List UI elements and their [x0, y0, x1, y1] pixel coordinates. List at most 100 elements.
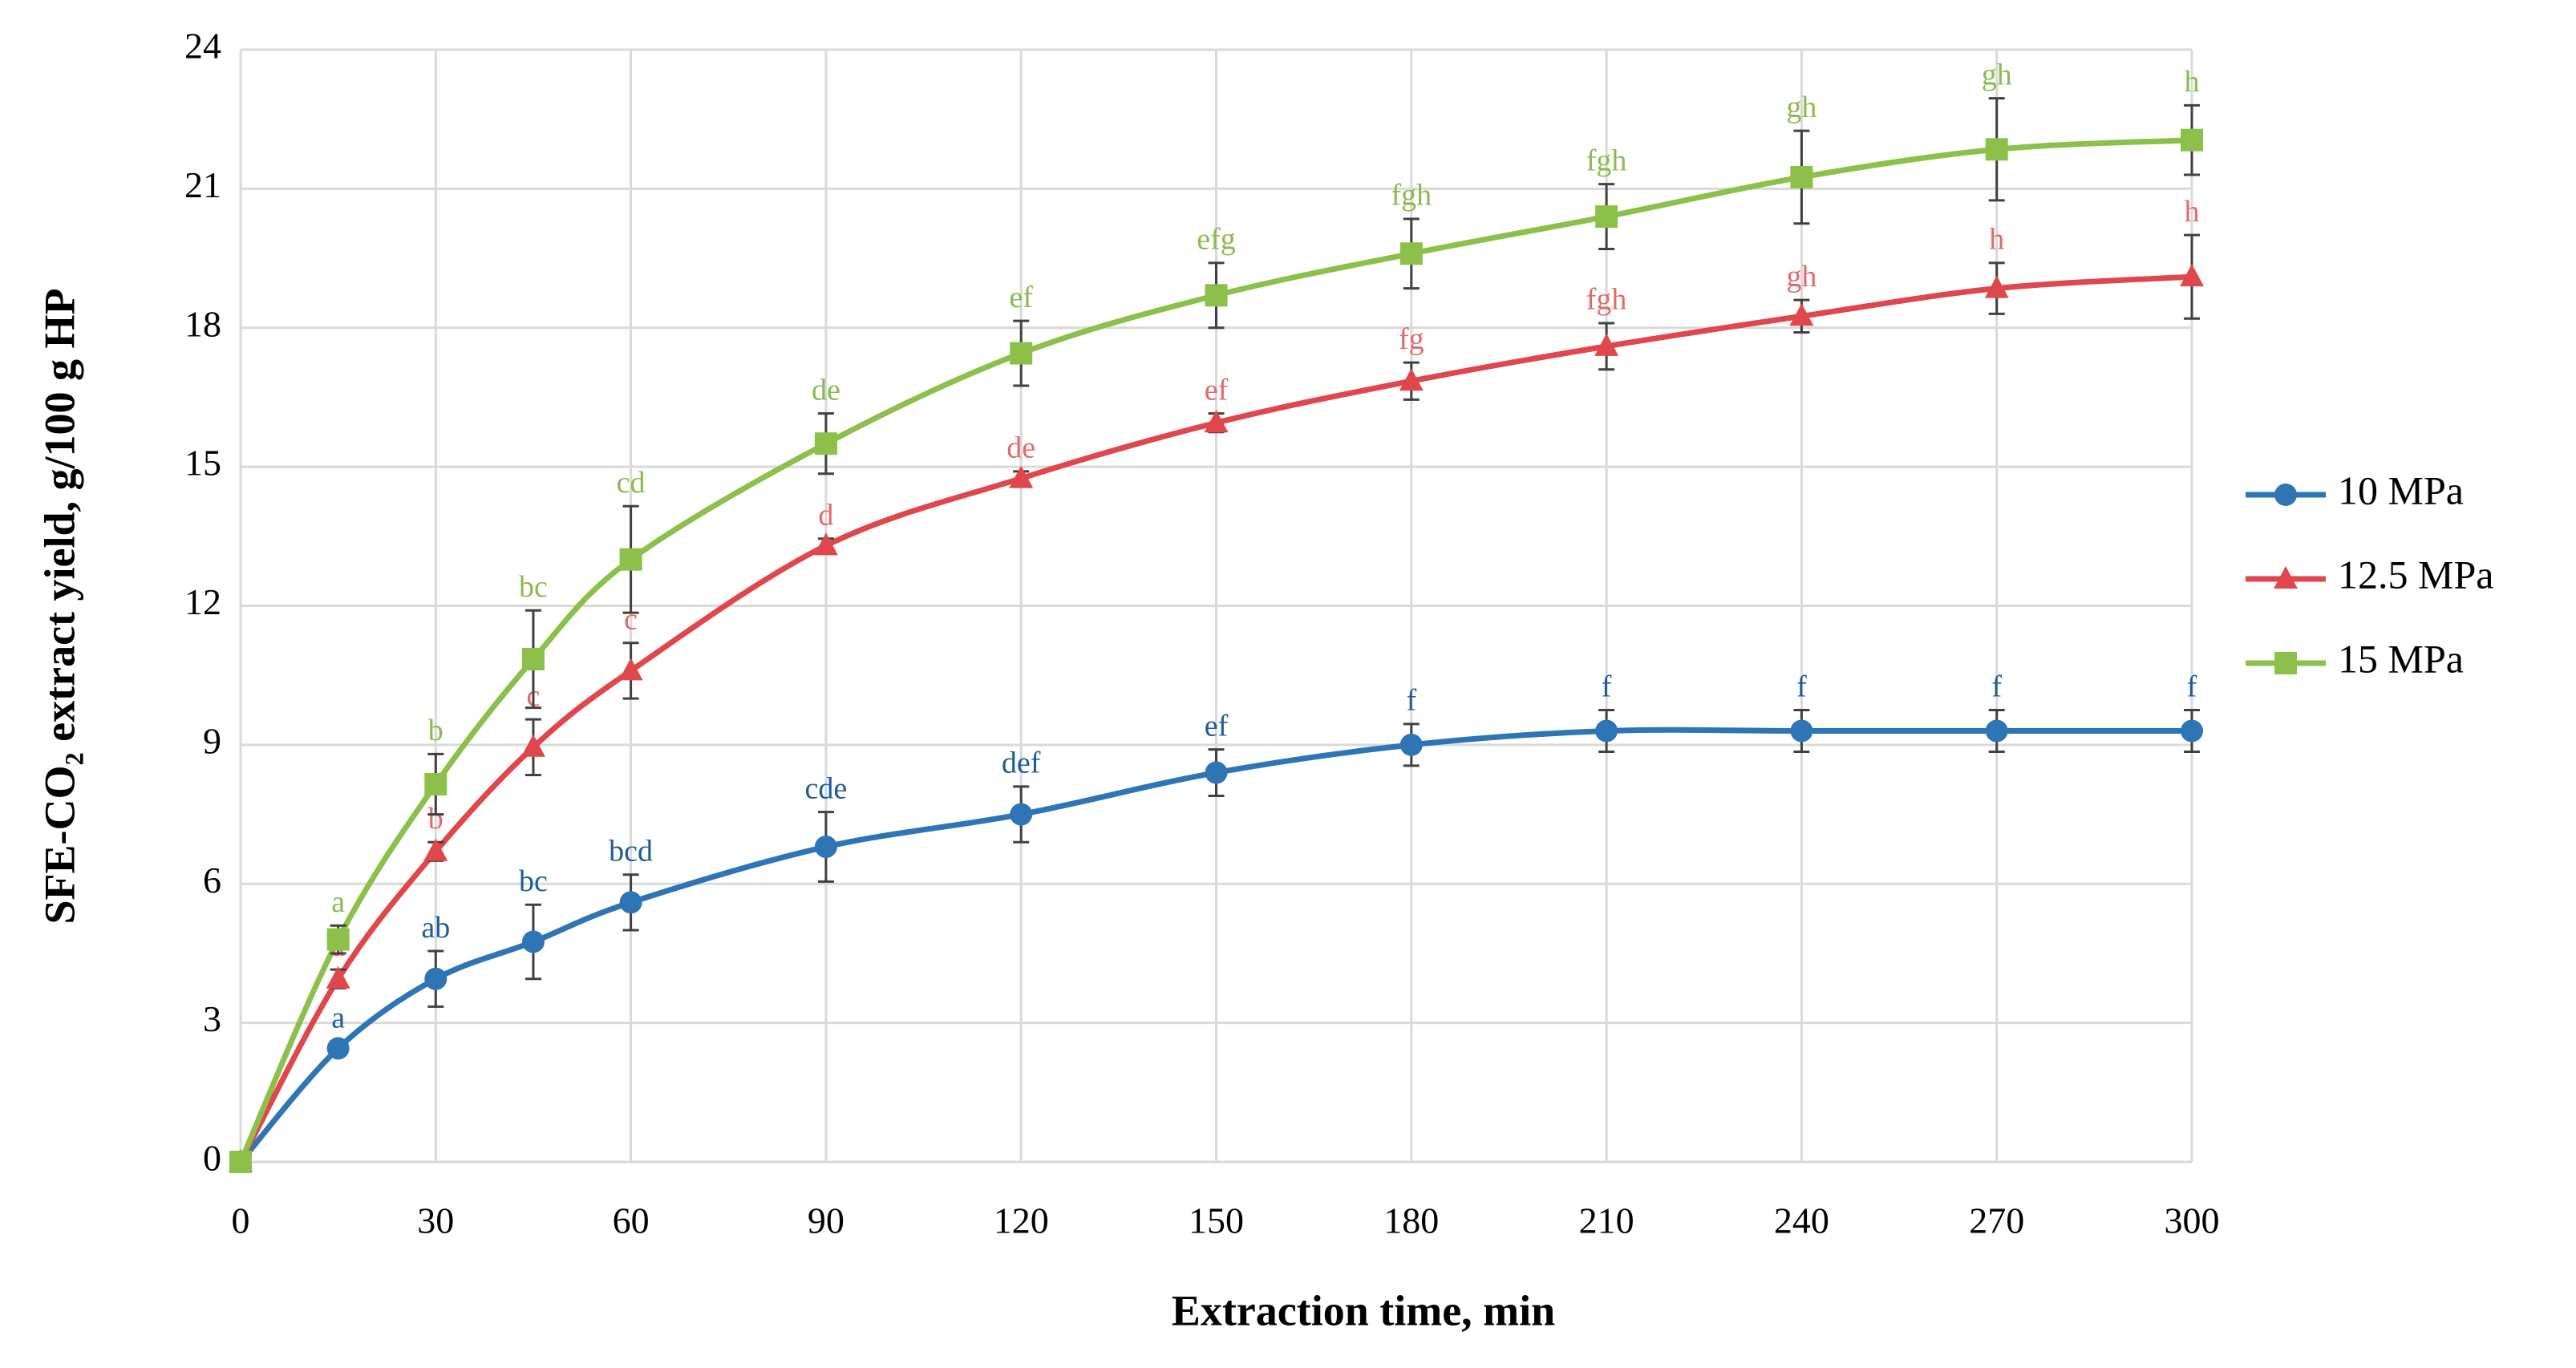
x-tick-label: 30 — [417, 1200, 454, 1241]
y-tick-label: 6 — [203, 860, 221, 901]
marker — [2181, 128, 2203, 152]
value-label: de — [1007, 431, 1035, 465]
marker — [521, 930, 545, 953]
marker — [1399, 733, 1423, 756]
value-label: h — [2185, 195, 2200, 229]
value-label: fg — [1399, 322, 1424, 356]
marker — [1205, 761, 1228, 784]
marker — [1205, 284, 1228, 307]
x-axis-label: Extraction time, min — [1172, 1286, 1555, 1334]
value-label: bc — [519, 570, 548, 604]
value-label: bc — [519, 864, 548, 898]
x-tick-label: 240 — [1774, 1200, 1829, 1241]
marker — [1399, 242, 1423, 265]
marker — [619, 891, 642, 914]
y-axis-label: SFE-CO₂ extract yield, g/100 g HP — [35, 288, 83, 924]
marker — [326, 928, 350, 951]
y-tick-label: 3 — [203, 998, 221, 1039]
marker — [1399, 368, 1424, 391]
legend-label: 10 MPa — [2338, 467, 2464, 512]
value-label: d — [818, 498, 833, 532]
marker — [1985, 138, 2008, 161]
y-tick-label: 15 — [184, 443, 221, 484]
x-tick-label: 60 — [613, 1200, 650, 1241]
marker — [1985, 719, 2008, 743]
value-label: a — [331, 885, 345, 919]
value-label: f — [2187, 670, 2197, 703]
y-tick-label: 12 — [184, 581, 221, 622]
marker — [520, 734, 545, 757]
legend-label: 15 MPa — [2338, 636, 2464, 681]
value-label: def — [1002, 747, 1041, 780]
y-tick-label: 21 — [184, 164, 221, 205]
value-label: gh — [1982, 58, 2012, 91]
marker — [814, 432, 837, 455]
value-label: ab — [421, 911, 450, 945]
marker — [326, 965, 350, 989]
marker — [619, 548, 642, 571]
value-label: fgh — [1391, 179, 1432, 212]
marker — [813, 532, 838, 556]
x-tick-label: 180 — [1383, 1200, 1439, 1241]
value-label: efg — [1197, 223, 1236, 257]
legend-label: 12.5 MPa — [2338, 552, 2493, 597]
y-tick-label: 9 — [203, 720, 221, 761]
marker — [1010, 342, 1033, 365]
value-label: de — [812, 373, 840, 407]
value-label: h — [2185, 65, 2200, 99]
marker — [1789, 303, 1814, 326]
marker — [424, 967, 448, 990]
x-tick-label: 90 — [808, 1200, 844, 1241]
marker — [1009, 465, 1034, 488]
marker — [1204, 410, 1229, 433]
marker — [2274, 652, 2297, 674]
marker — [1594, 333, 1619, 356]
marker — [423, 838, 448, 861]
series-line — [238, 726, 2192, 1164]
x-tick-label: 210 — [1579, 1200, 1634, 1241]
value-label: ef — [1205, 373, 1229, 407]
marker — [229, 1151, 252, 1173]
marker — [521, 647, 545, 670]
marker — [1595, 205, 1618, 229]
y-tick-label: 0 — [203, 1138, 221, 1179]
marker — [326, 1037, 350, 1060]
x-tick-label: 150 — [1189, 1200, 1244, 1241]
marker — [2181, 719, 2203, 743]
x-tick-label: 0 — [232, 1200, 250, 1241]
value-label: f — [1406, 684, 1416, 718]
marker — [1790, 165, 1813, 188]
y-tick-label: 24 — [184, 26, 221, 67]
value-label: gh — [1786, 260, 1817, 293]
value-label: h — [1989, 223, 2004, 257]
marker — [814, 836, 837, 859]
value-label: b — [428, 714, 444, 747]
value-label: fgh — [1586, 144, 1627, 177]
value-label: f — [1796, 670, 1807, 703]
value-label: c — [624, 602, 638, 636]
value-label: cd — [617, 466, 646, 500]
marker — [1790, 719, 1813, 743]
value-label: bcd — [609, 834, 653, 868]
marker — [2274, 484, 2297, 506]
value-label: a — [331, 1001, 345, 1034]
marker — [424, 772, 448, 795]
marker — [1984, 275, 2009, 298]
marker — [1595, 719, 1618, 743]
x-tick-label: 120 — [994, 1200, 1049, 1241]
marker — [618, 658, 643, 681]
value-label: b — [428, 802, 444, 836]
y-tick-label: 18 — [184, 303, 221, 344]
value-label: gh — [1786, 91, 1817, 124]
value-label: ef — [1009, 281, 1033, 314]
x-tick-label: 270 — [1969, 1200, 2024, 1241]
marker — [2274, 566, 2298, 589]
value-label: f — [1991, 670, 2002, 703]
value-label: ef — [1205, 709, 1229, 743]
value-label: cde — [805, 771, 848, 805]
value-label: fgh — [1586, 283, 1627, 317]
x-tick-label: 300 — [2165, 1200, 2220, 1241]
marker — [2180, 264, 2204, 287]
